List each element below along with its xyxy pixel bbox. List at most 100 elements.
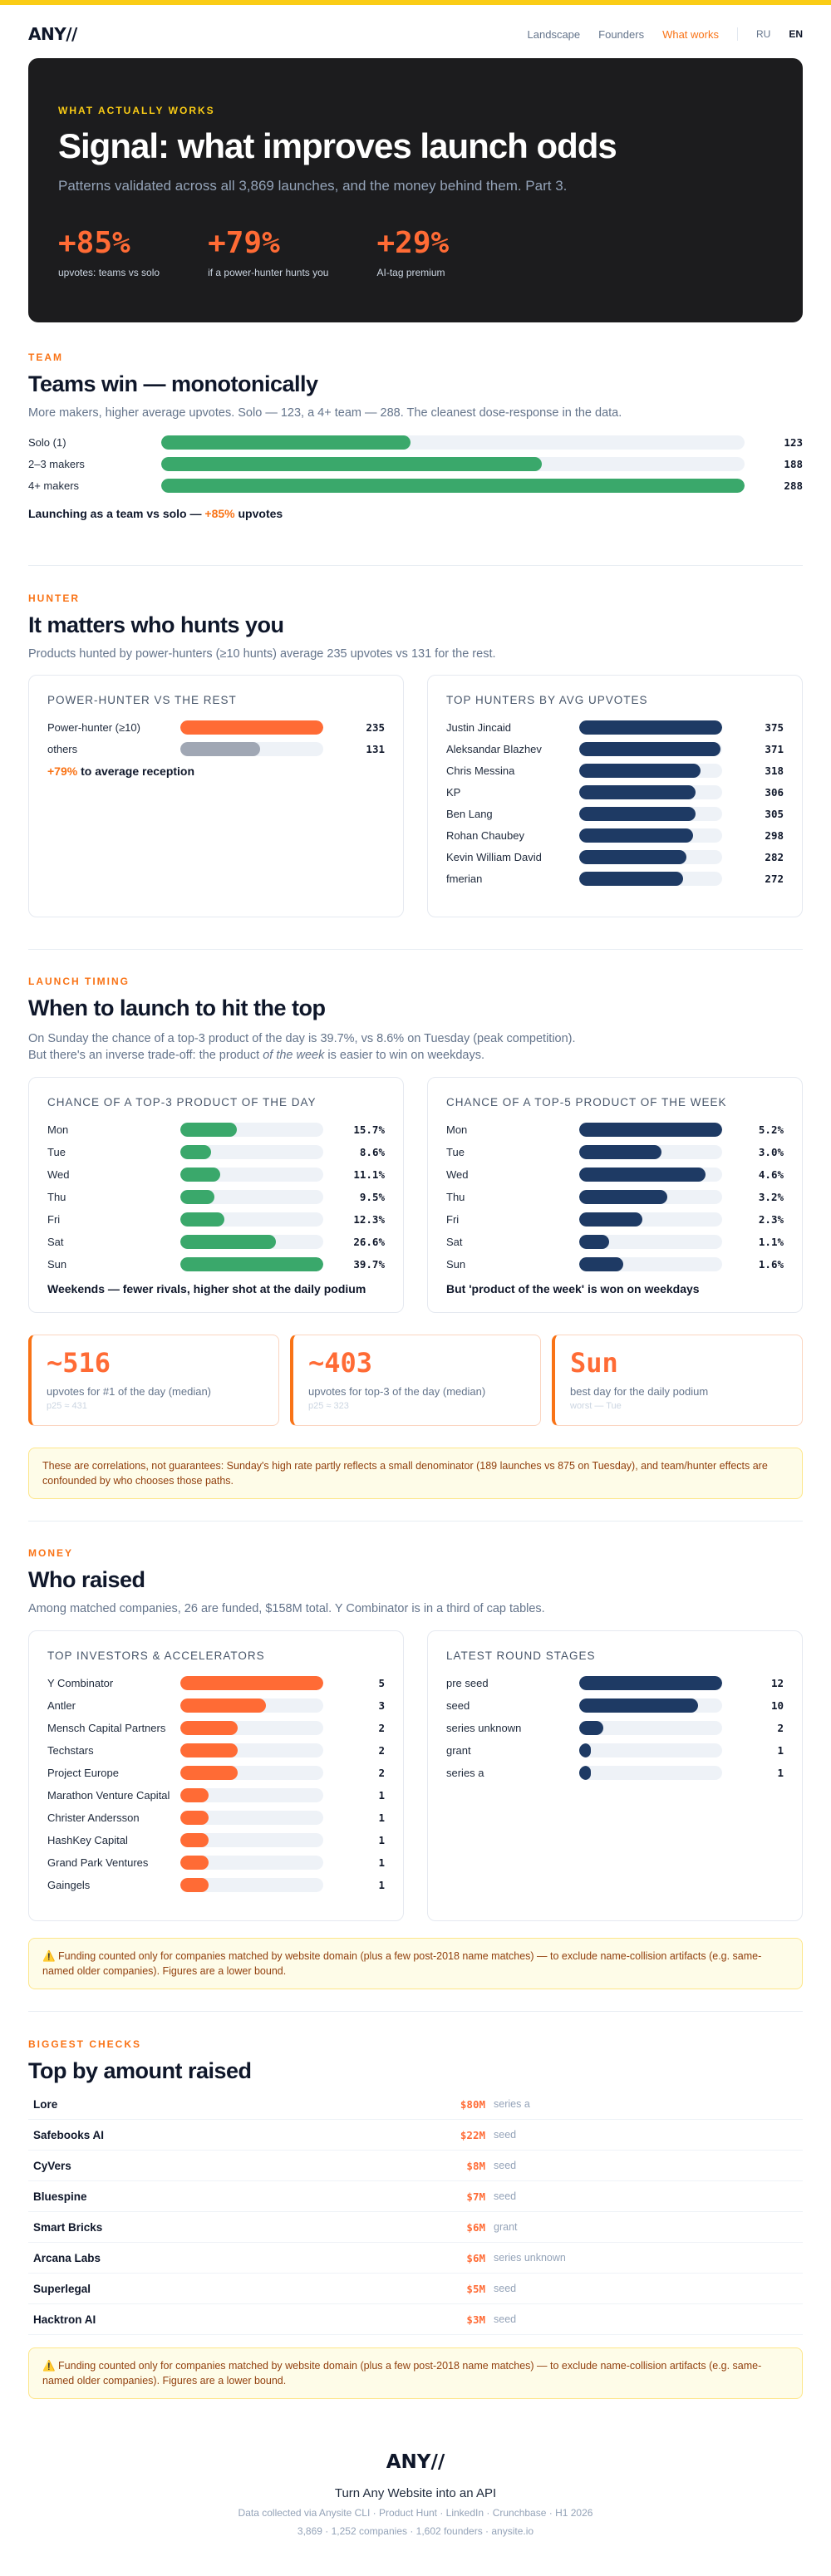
lang-en-button[interactable]: EN [789, 28, 803, 40]
round-stages-card: LATEST ROUND STAGES pre seed 12 seed 10 seri… [427, 1630, 803, 1921]
bar-fill [579, 1190, 667, 1204]
table-row[interactable]: Smart Bricks $6M grant [28, 2212, 803, 2243]
lang-ru-button[interactable]: RU [755, 28, 771, 40]
bar-value: 1 [777, 1767, 784, 1779]
bar-fill [579, 1257, 623, 1271]
top-nav: ANY// Landscape Founders What works RU E… [0, 5, 831, 63]
company-name: Safebooks AI [33, 2128, 105, 2141]
bar-value: 1.1% [758, 1236, 784, 1248]
bar-track [579, 1123, 722, 1137]
bar-track [161, 479, 745, 494]
amount-raised: $22M [460, 2128, 485, 2141]
bar-label: Christer Andersson [47, 1812, 140, 1824]
kpi-card: ~516 upvotes for #1 of the day (median) … [28, 1335, 279, 1426]
power-hunter-note: +79% to average reception [47, 764, 385, 778]
desc-emphasis: of the week [263, 1048, 325, 1062]
amount-raised: $6M [466, 2220, 485, 2234]
bar-track [180, 1168, 323, 1182]
table-row[interactable]: CyVers $8M seed [28, 2151, 803, 2181]
round-stages-bar-chart: pre seed 12 seed 10 series unknown 2 grant 1 ser… [446, 1672, 784, 1784]
bar-label: Justin Jincaid [446, 720, 512, 734]
bar-label: 4+ makers [28, 479, 80, 493]
bar-value: 298 [765, 828, 784, 842]
bar-fill [180, 1788, 209, 1802]
bar-track [579, 806, 722, 821]
bar-row: pre seed 12 [446, 1672, 784, 1694]
bar-row: Y Combinator 5 [47, 1672, 385, 1694]
footer-stats[interactable]: 3,869 · 1,252 companies · 1,602 founders… [297, 2525, 534, 2537]
hero-stat: +29% AI-tag premium [376, 226, 449, 278]
bar-fill [180, 1811, 209, 1825]
nav-link-landscape[interactable]: Landscape [527, 27, 581, 41]
bar-fill [579, 1766, 592, 1780]
nav-link-what-works[interactable]: What works [662, 27, 719, 41]
bar-track [579, 849, 722, 864]
bar-track [579, 784, 722, 799]
bar-track [180, 1235, 323, 1249]
investors-card: TOP INVESTORS & ACCELERATORS Y Combinato… [28, 1630, 404, 1921]
bar-row: Fri 2.3% [446, 1208, 784, 1231]
round-stage: series a [494, 2098, 530, 2110]
table-row[interactable]: Hacktron AI $3M seed [28, 2304, 803, 2335]
card-title: POWER-HUNTER VS THE REST [47, 694, 237, 706]
round-stage: seed [494, 2129, 517, 2141]
money-warning: ⚠️ Funding counted only for companies ma… [28, 1938, 803, 1990]
bar-track [579, 1257, 722, 1271]
bar-fill [161, 435, 411, 450]
investors-bar-chart: Y Combinator 5 Antler 3 Mensch Capital Partn… [47, 1672, 385, 1896]
table-row[interactable]: Arcana Labs $6M series unknown [28, 2243, 803, 2274]
bar-value: 15.7% [353, 1123, 385, 1136]
bar-value: 2 [378, 1722, 385, 1734]
bar-track [180, 1698, 323, 1713]
hero-title: Signal: what improves launch odds [58, 126, 617, 165]
bar-track [579, 1766, 722, 1780]
bar-row: Tue 3.0% [446, 1141, 784, 1163]
bar-value: 2 [378, 1767, 385, 1779]
company-name: CyVers [33, 2159, 71, 2172]
bar-track [579, 871, 722, 886]
money-eyebrow: MONEY [28, 1547, 74, 1559]
bar-row: Chris Messina 318 [446, 760, 784, 781]
bar-fill [180, 1676, 323, 1690]
bar-label: fmerian [446, 872, 483, 885]
kpi-value: ~403 [308, 1347, 373, 1379]
company-name: Lore [33, 2097, 58, 2111]
bar-label: Kevin William David [446, 850, 542, 863]
nav-link-founders[interactable]: Founders [598, 27, 645, 41]
company-name: Bluespine [33, 2190, 87, 2203]
bar-value: 188 [784, 458, 803, 471]
bar-track [180, 741, 323, 756]
bar-value: 9.5% [359, 1191, 385, 1203]
bar-track [579, 720, 722, 735]
bar-track [180, 1123, 323, 1137]
power-hunter-note-accent: +79% [47, 764, 78, 778]
table-row[interactable]: Superlegal $5M seed [28, 2274, 803, 2304]
timing-section: LAUNCH TIMING When to launch to hit the … [28, 976, 803, 1064]
card-title: TOP INVESTORS & ACCELERATORS [47, 1649, 265, 1662]
footer-logo[interactable]: ANY// [386, 2451, 445, 2473]
company-name: Arcana Labs [33, 2251, 101, 2264]
desc-text: But there's an inverse trade-off: the pr… [28, 1048, 263, 1062]
table-row[interactable]: Lore $80M series a [28, 2089, 803, 2120]
brand-logo[interactable]: ANY// [28, 24, 77, 44]
bar-track [579, 763, 722, 778]
bar-value: 375 [765, 720, 784, 734]
bar-label: Aleksandar Blazhev [446, 742, 542, 755]
round-stage: seed [494, 2313, 517, 2325]
bar-value: 12 [770, 1677, 784, 1689]
team-note-suffix: upvotes [234, 506, 283, 520]
bar-fill [579, 1698, 699, 1713]
bar-track [180, 1257, 323, 1271]
bar-fill [579, 1123, 722, 1137]
table-row[interactable]: Safebooks AI $22M seed [28, 2120, 803, 2151]
stat-value: +29% [376, 226, 450, 260]
bar-track [579, 1168, 722, 1182]
bar-label: Grand Park Ventures [47, 1856, 149, 1869]
bar-row: Mensch Capital Partners 2 [47, 1717, 385, 1739]
bar-track [579, 1698, 722, 1713]
card-title: CHANCE OF A TOP-3 PRODUCT OF THE DAY [47, 1096, 317, 1109]
table-row[interactable]: Bluespine $7M seed [28, 2181, 803, 2212]
round-stage: seed [494, 2190, 517, 2202]
hero-subtitle: Patterns validated across all 3,869 laun… [58, 178, 568, 194]
bar-row: Sat 26.6% [47, 1231, 385, 1253]
